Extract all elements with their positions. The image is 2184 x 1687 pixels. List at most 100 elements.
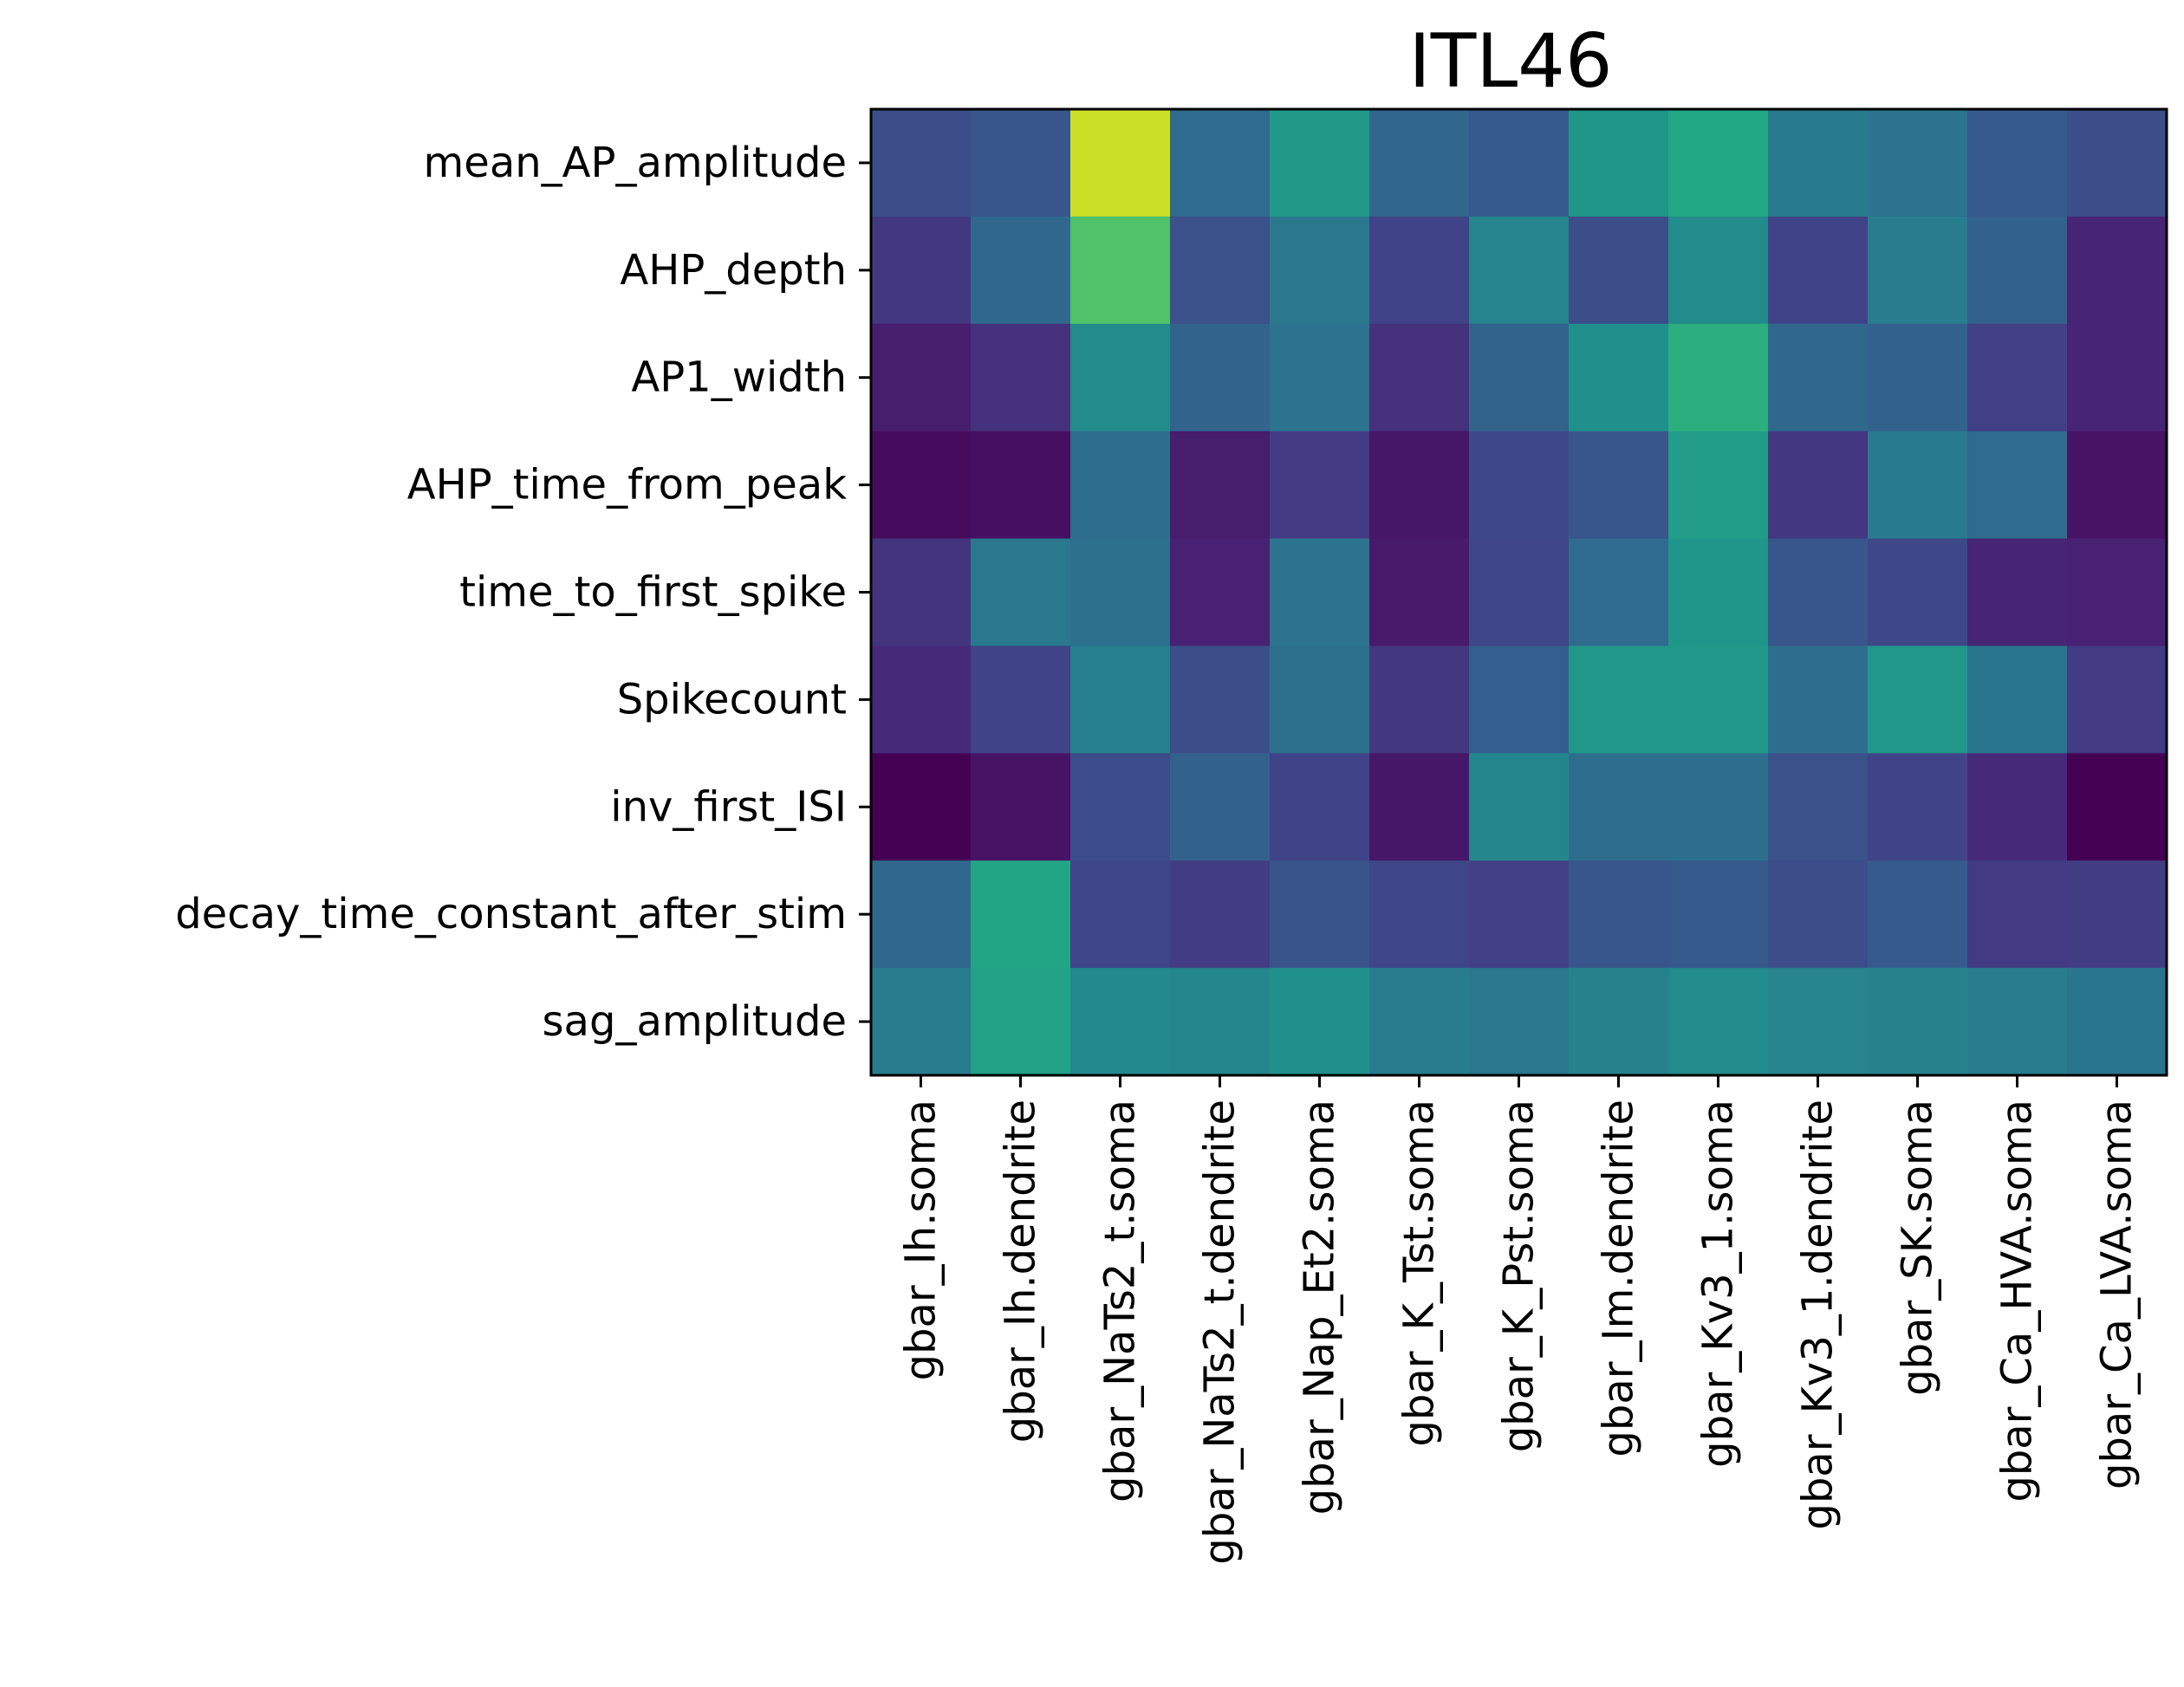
heatmap-cell bbox=[1369, 968, 1470, 1076]
heatmap-cell bbox=[2067, 860, 2168, 969]
heatmap-cell bbox=[1469, 323, 1570, 432]
heatmap-cell bbox=[1369, 753, 1470, 861]
heatmap-cell bbox=[1369, 646, 1470, 754]
heatmap-cell bbox=[871, 216, 972, 325]
heatmap-cell bbox=[1369, 538, 1470, 647]
heatmap-cell bbox=[1668, 323, 1769, 432]
y-tick-label: inv_first_ISI bbox=[610, 782, 847, 831]
heatmap-cell bbox=[1668, 968, 1769, 1076]
heatmap-cell bbox=[2067, 538, 2168, 647]
heatmap-cell bbox=[1369, 109, 1470, 217]
heatmap-cell bbox=[1170, 109, 1271, 217]
heatmap-cell bbox=[1868, 646, 1968, 754]
heatmap-cell bbox=[1967, 538, 2068, 647]
x-tick-label: gbar_Ih.soma bbox=[897, 1100, 946, 1380]
heatmap-cell bbox=[1070, 646, 1171, 754]
heatmap-cell bbox=[1768, 968, 1869, 1076]
heatmap-cell bbox=[1070, 323, 1171, 432]
y-axis: mean_AP_amplitude AHP_depth AP1_width AHP_t… bbox=[175, 139, 871, 1046]
heatmap-cell bbox=[2067, 323, 2168, 432]
heatmap-cell bbox=[971, 646, 1071, 754]
heatmap-cell bbox=[1768, 860, 1869, 969]
x-tick-label: gbar_NaTs2_t.dendrite bbox=[1196, 1100, 1245, 1565]
heatmap-cell bbox=[1270, 538, 1370, 647]
heatmap-cell bbox=[1469, 431, 1570, 540]
heatmap-cell bbox=[1768, 109, 1869, 217]
x-tick-label: gbar_Nap_Et2.soma bbox=[1296, 1100, 1344, 1515]
x-tick-label: gbar_Kv3_1.soma bbox=[1694, 1100, 1743, 1468]
heatmap-cell bbox=[871, 753, 972, 861]
chart-title: ITL46 bbox=[1408, 18, 1612, 105]
heatmap-cell bbox=[1469, 109, 1570, 217]
y-tick-label: AP1_width bbox=[631, 354, 847, 402]
heatmap-cell bbox=[1569, 109, 1669, 217]
heatmap-cell bbox=[1967, 860, 2068, 969]
heatmap-cell bbox=[871, 538, 972, 647]
x-axis: gbar_Ih.soma gbar_Ih.dendrite gbar_NaTs2_t… bbox=[897, 1075, 2142, 1565]
heatmap-cell bbox=[1967, 968, 2068, 1076]
heatmap-cell bbox=[1668, 216, 1769, 325]
heatmap-cell bbox=[1270, 753, 1370, 861]
heatmap-cell bbox=[1070, 968, 1171, 1076]
heatmap-cell bbox=[1868, 968, 1968, 1076]
heatmap-cell bbox=[1668, 860, 1769, 969]
heatmap-cell bbox=[1668, 646, 1769, 754]
heatmap-cell bbox=[1270, 860, 1370, 969]
heatmap-cell bbox=[971, 109, 1071, 217]
heatmap-cell bbox=[1070, 431, 1171, 540]
y-tick-label: time_to_first_spike bbox=[459, 568, 847, 617]
y-tick-label: AHP_depth bbox=[620, 246, 847, 295]
heatmap-cell bbox=[1768, 538, 1869, 647]
heatmap-cell bbox=[1967, 323, 2068, 432]
heatmap-cell bbox=[1070, 538, 1171, 647]
heatmap-cell bbox=[1569, 646, 1669, 754]
x-tick-label: gbar_K_Tst.soma bbox=[1395, 1100, 1444, 1447]
heatmap-cell bbox=[971, 860, 1071, 969]
y-tick-label: decay_time_constant_after_stim bbox=[175, 890, 847, 938]
x-tick-label: gbar_Ca_LVA.soma bbox=[2093, 1100, 2142, 1489]
heatmap-cell bbox=[1768, 646, 1869, 754]
heatmap-cell bbox=[1967, 109, 2068, 217]
heatmap-cell bbox=[1270, 216, 1370, 325]
y-tick-label: mean_AP_amplitude bbox=[424, 139, 847, 187]
heatmap-cell bbox=[1070, 109, 1171, 217]
heatmap-cell bbox=[871, 109, 972, 217]
heatmap-cell bbox=[1469, 968, 1570, 1076]
heatmap-cell bbox=[1469, 646, 1570, 754]
heatmap-cell bbox=[1768, 323, 1869, 432]
x-tick-label: gbar_Ca_HVA.soma bbox=[1993, 1100, 2042, 1502]
heatmap-cell bbox=[1569, 860, 1669, 969]
heatmap-cell bbox=[1170, 968, 1271, 1076]
x-tick-label: gbar_SK.soma bbox=[1894, 1100, 1942, 1396]
heatmap-cell bbox=[1668, 753, 1769, 861]
heatmap-cell bbox=[1868, 538, 1968, 647]
heatmap-cell bbox=[1868, 753, 1968, 861]
heatmap-cell bbox=[1768, 753, 1869, 861]
heatmap-cell bbox=[1868, 216, 1968, 325]
heatmap-cell bbox=[1768, 216, 1869, 325]
heatmap-cell bbox=[1768, 431, 1869, 540]
heatmap-cell bbox=[1070, 216, 1171, 325]
heatmap-cell bbox=[1270, 323, 1370, 432]
heatmap-cell bbox=[1469, 216, 1570, 325]
heatmap-cell bbox=[1270, 431, 1370, 540]
heatmap-cell bbox=[1270, 646, 1370, 754]
heatmap-cell bbox=[1070, 753, 1171, 861]
heatmap-cell bbox=[2067, 646, 2168, 754]
heatmap-cell bbox=[1569, 431, 1669, 540]
heatmap-cell bbox=[1569, 216, 1669, 325]
heatmap-cell bbox=[971, 753, 1071, 861]
heatmap-cell bbox=[2067, 109, 2168, 217]
heatmap-cell bbox=[971, 538, 1071, 647]
heatmap-cell bbox=[971, 968, 1071, 1076]
heatmap-cell bbox=[1569, 968, 1669, 1076]
x-tick-label: gbar_NaTs2_t.soma bbox=[1096, 1100, 1145, 1502]
heatmap-cell bbox=[1170, 646, 1271, 754]
heatmap-cell bbox=[1868, 860, 1968, 969]
x-tick-label: gbar_Kv3_1.dendrite bbox=[1794, 1100, 1843, 1530]
heatmap-cell bbox=[871, 968, 972, 1076]
y-tick-label: sag_amplitude bbox=[543, 997, 847, 1046]
heatmap-cell bbox=[1967, 431, 2068, 540]
heatmap-cell bbox=[1569, 538, 1669, 647]
